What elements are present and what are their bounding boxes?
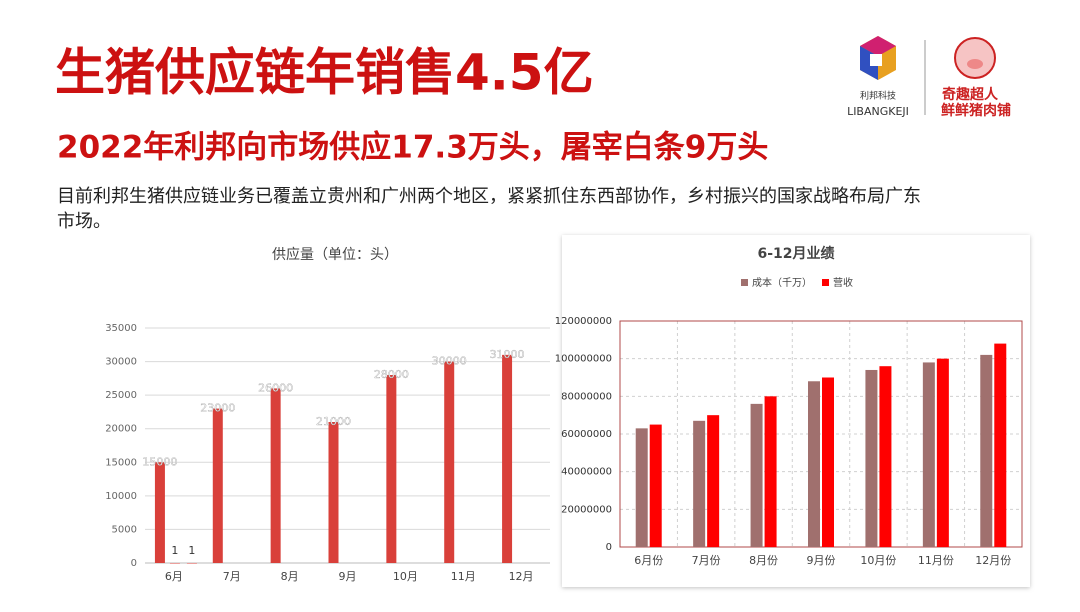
bar (994, 343, 1007, 547)
y-tick-label: 120000000 (555, 316, 612, 327)
x-tick-label: 9月份 (807, 554, 836, 567)
x-tick-label: 9月 (339, 570, 357, 583)
bar (270, 388, 281, 563)
bar (980, 354, 993, 547)
data-label: 30000 (432, 355, 467, 368)
bar (328, 422, 339, 563)
legend-swatch (741, 279, 748, 286)
logo-text: 鲜鲜猪肉铺 (941, 102, 1011, 119)
data-label: 28000 (374, 368, 409, 381)
y-tick-label: 35000 (105, 323, 137, 334)
x-tick-label: 8月 (281, 570, 299, 583)
logo-text: 利邦科技 (860, 90, 896, 102)
y-tick-label: 60000000 (561, 429, 612, 440)
logo-left: 利邦科技 LIBANGKEJI (847, 36, 909, 118)
x-tick-label: 12月份 (975, 554, 1011, 567)
x-tick-label: 7月 (223, 570, 241, 583)
legend-swatch (822, 279, 829, 286)
data-label: 1 (171, 544, 178, 557)
bar (186, 562, 197, 564)
data-label: 31000 (490, 348, 525, 361)
legend-label: 成本（千万） (752, 276, 812, 289)
data-label: 26000 (258, 381, 293, 394)
x-tick-label: 12月 (509, 570, 534, 583)
bar (879, 366, 892, 547)
bar (922, 362, 935, 547)
y-tick-label: 20000000 (561, 504, 612, 515)
y-tick-label: 100000000 (555, 354, 612, 365)
subtitle: 2022年利邦向市场供应17.3万头，屠宰白条9万头 (57, 130, 768, 166)
y-tick-label: 0 (606, 542, 612, 553)
x-tick-label: 11月 (451, 570, 476, 583)
bar (822, 377, 834, 547)
y-tick-label: 10000 (105, 491, 137, 502)
x-tick-label: 6月 (165, 570, 183, 583)
y-tick-label: 80000000 (561, 391, 612, 402)
bar (169, 562, 180, 564)
y-tick-label: 5000 (112, 524, 137, 535)
x-tick-label: 8月份 (749, 554, 778, 567)
title: 生猪供应链年销售4.5亿 (55, 44, 594, 102)
pig-icon (954, 37, 996, 79)
data-label: 23000 (200, 402, 235, 415)
bar (444, 361, 455, 563)
plot-frame (619, 320, 1023, 548)
logo-text: LIBANGKEJI (847, 105, 909, 118)
bar (693, 420, 706, 547)
x-tick-label: 10月 (393, 570, 418, 583)
bar (936, 358, 949, 547)
bar (154, 462, 165, 563)
data-label: 1 (188, 544, 195, 557)
data-label: 21000 (316, 415, 351, 428)
bar (707, 415, 720, 547)
bar (865, 369, 878, 547)
x-tick-label: 10月份 (860, 554, 896, 567)
chart-title: 供应量（单位：头） (272, 246, 398, 263)
legend-label: 营收 (833, 276, 853, 289)
y-tick-label: 20000 (105, 424, 137, 435)
x-tick-label: 6月份 (634, 554, 663, 567)
bar (750, 403, 763, 547)
bar (635, 428, 648, 547)
bar (212, 408, 223, 563)
chart-title: 6-12月业绩 (757, 245, 834, 262)
bar (386, 375, 397, 563)
logo-right: 奇趣超人 鲜鲜猪肉铺 (941, 37, 1011, 119)
logo-shape (870, 54, 882, 66)
x-tick-label: 11月份 (918, 554, 954, 567)
data-label: 15000 (142, 455, 177, 468)
bar (649, 424, 662, 547)
y-tick-label: 25000 (105, 390, 137, 401)
y-tick-label: 15000 (105, 457, 137, 468)
y-tick-label: 40000000 (561, 467, 612, 478)
bar (502, 354, 513, 563)
y-tick-label: 30000 (105, 357, 137, 368)
bar (764, 396, 777, 547)
body-text: 目前利邦生猪供应链业务已覆盖立贵州和广州两个地区，紧紧抓住东西部协作，乡村振兴的… (57, 186, 921, 207)
bar (808, 381, 820, 547)
pig-icon (967, 59, 983, 69)
y-tick-label: 0 (131, 558, 137, 569)
logo-text: 奇趣超人 (942, 86, 999, 103)
body-text: 市场。 (57, 211, 111, 232)
x-tick-label: 7月份 (692, 554, 721, 567)
